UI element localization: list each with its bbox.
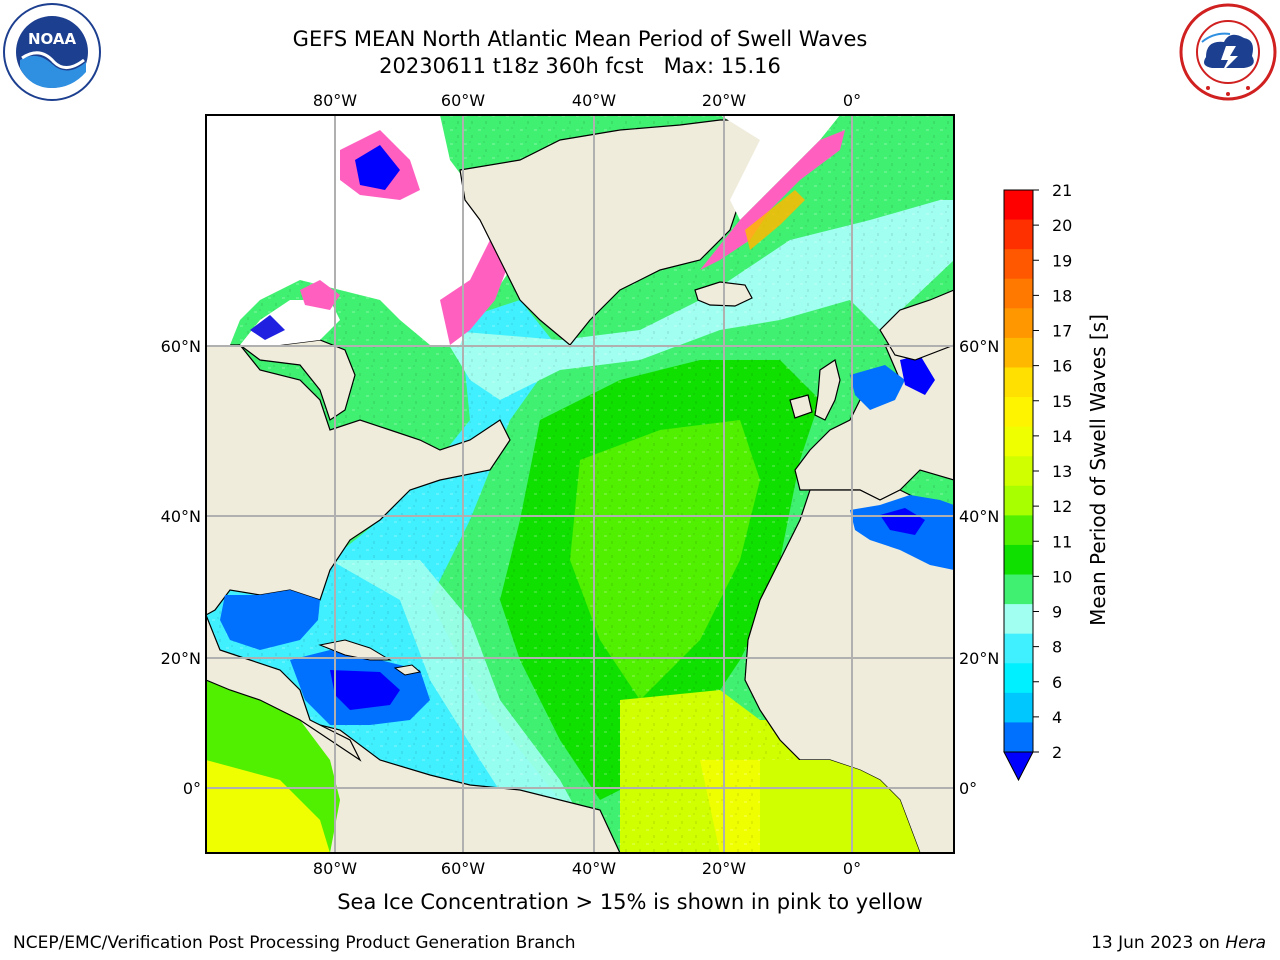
colorbar-tick-label: 16 xyxy=(1052,357,1072,376)
map-field xyxy=(206,115,954,853)
colorbar-tick-label: 21 xyxy=(1052,181,1072,200)
colorbar-segment xyxy=(1004,515,1033,546)
colorbar-segment xyxy=(1004,663,1033,694)
colorbar-tick-label: 9 xyxy=(1052,603,1062,622)
colorbar-segment xyxy=(1004,337,1033,368)
lat-label: 60°N xyxy=(959,337,999,356)
chart-subtitle: 20230611 t18z 360h fcst Max: 15.16 xyxy=(379,54,781,78)
lat-label: 40°N xyxy=(161,507,201,526)
colorbar-segment xyxy=(1004,485,1033,516)
credit-text: NCEP/EMC/Verification Post Processing Pr… xyxy=(13,933,576,953)
colorbar-segment xyxy=(1004,278,1033,309)
lon-label: 20°W xyxy=(702,859,746,878)
sea-ice-note: Sea Ice Concentration > 15% is shown in … xyxy=(337,890,923,914)
lat-label: 20°N xyxy=(161,649,201,668)
nws-logo xyxy=(1179,3,1277,101)
chart-title: GEFS MEAN North Atlantic Mean Period of … xyxy=(292,27,868,51)
map-frame xyxy=(205,114,955,854)
colorbar-segment xyxy=(1004,190,1033,221)
colorbar-segment xyxy=(1004,544,1033,576)
colorbar-segment xyxy=(1004,722,1033,753)
noaa-logo-text: NOAA xyxy=(28,30,77,48)
date-prefix: 13 Jun 2023 on xyxy=(1091,933,1226,953)
colorbar-segment xyxy=(1004,692,1033,723)
colorbar-label: Mean Period of Swell Waves [s] xyxy=(1086,314,1110,626)
lat-label: 0° xyxy=(959,779,977,798)
colorbar-segment xyxy=(1004,574,1033,605)
colorbar-tick-label: 19 xyxy=(1052,251,1072,270)
colorbar-tick-label: 13 xyxy=(1052,462,1072,481)
colorbar-segment xyxy=(1004,367,1033,398)
colorbar-segment xyxy=(1004,604,1033,635)
colorbar-segment xyxy=(1004,426,1033,457)
colorbar-segment xyxy=(1004,633,1033,664)
lon-label: 40°W xyxy=(572,859,616,878)
colorbar-tick-label: 11 xyxy=(1052,532,1072,551)
colorbar-tick-label: 6 xyxy=(1052,673,1062,692)
lon-label: 80°W xyxy=(313,859,357,878)
colorbar-extend-arrow xyxy=(1003,751,1034,782)
lon-label: 60°W xyxy=(441,859,485,878)
colorbar-segment xyxy=(1004,397,1033,428)
lat-label: 40°N xyxy=(959,507,999,526)
colorbar-tick-label: 8 xyxy=(1052,638,1062,657)
colorbar-tick-label: 2 xyxy=(1052,743,1062,762)
lat-label: 60°N xyxy=(161,337,201,356)
date-text: 13 Jun 2023 on Hera xyxy=(1091,933,1266,953)
colorbar-segment xyxy=(1004,249,1033,280)
noaa-logo: NOAA xyxy=(3,3,101,101)
lon-label: 60°W xyxy=(441,91,485,110)
lat-labels-right: 60°N 40°N 20°N 0° xyxy=(959,337,999,798)
lon-label: 0° xyxy=(843,91,861,110)
lon-label: 20°W xyxy=(702,91,746,110)
colorbar-tick-label: 12 xyxy=(1052,497,1072,516)
colorbar-segment xyxy=(1004,308,1033,339)
colorbar-tick-label: 17 xyxy=(1052,322,1072,341)
lat-label: 0° xyxy=(183,779,201,798)
colorbar-tick-label: 18 xyxy=(1052,286,1072,305)
colorbar-segment xyxy=(1004,456,1033,487)
lon-label: 80°W xyxy=(313,91,357,110)
lat-labels-left: 60°N 40°N 20°N 0° xyxy=(161,337,201,798)
colorbar: 21 20 19 18 17 16 15 14 13 12 11 10 9 8 6 4 2 xyxy=(1003,181,1072,782)
lon-labels-top: 80°W 60°W 40°W 20°W 0° xyxy=(313,91,861,110)
lon-label: 40°W xyxy=(572,91,616,110)
colorbar-segment xyxy=(1004,219,1033,250)
colorbar-tick-label: 4 xyxy=(1052,708,1062,727)
graticule xyxy=(206,115,954,853)
colorbar-tick-label: 14 xyxy=(1052,427,1072,446)
host-name: Hera xyxy=(1225,933,1266,953)
lon-labels-bottom: 80°W 60°W 40°W 20°W 0° xyxy=(313,859,861,878)
colorbar-tick-label: 20 xyxy=(1052,216,1072,235)
colorbar-tick-label: 10 xyxy=(1052,567,1072,586)
colorbar-tick-label: 15 xyxy=(1052,392,1072,411)
lat-label: 20°N xyxy=(959,649,999,668)
lon-label: 0° xyxy=(843,859,861,878)
